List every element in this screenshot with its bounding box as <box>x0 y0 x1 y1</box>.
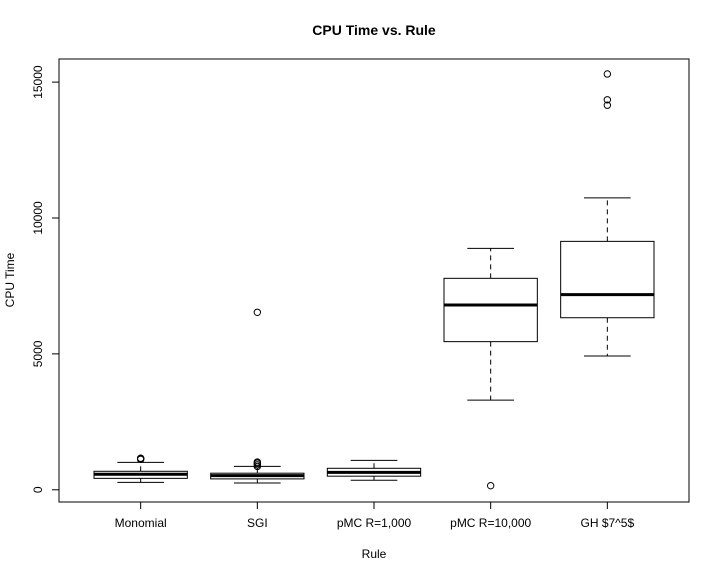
y-axis-label: CPU Time <box>3 252 17 307</box>
box <box>560 240 655 319</box>
y-tick-label: 10000 <box>31 201 45 235</box>
outlier-point <box>136 454 145 462</box>
y-tick-label: 0 <box>31 486 45 493</box>
x-tick-label: SGI <box>247 516 268 530</box>
outlier-point <box>253 458 262 466</box>
x-tick-label: Monomial <box>115 516 167 530</box>
outlier-point <box>486 481 495 490</box>
x-tick-label: GH $7^5$ <box>580 516 634 530</box>
x-tick-label: pMC R=10,000 <box>450 516 531 530</box>
chart-title: CPU Time vs. Rule <box>312 22 436 38</box>
x-axis-label: Rule <box>362 547 387 561</box>
y-tick-label: 5000 <box>31 340 45 367</box>
y-tick-label: 15000 <box>31 65 45 99</box>
outlier-point <box>603 70 612 78</box>
outlier-point <box>603 96 612 104</box>
outlier-point <box>253 308 262 316</box>
x-tick-label: pMC R=1,000 <box>337 516 412 530</box>
box <box>443 277 538 343</box>
outlier-point <box>603 101 612 109</box>
